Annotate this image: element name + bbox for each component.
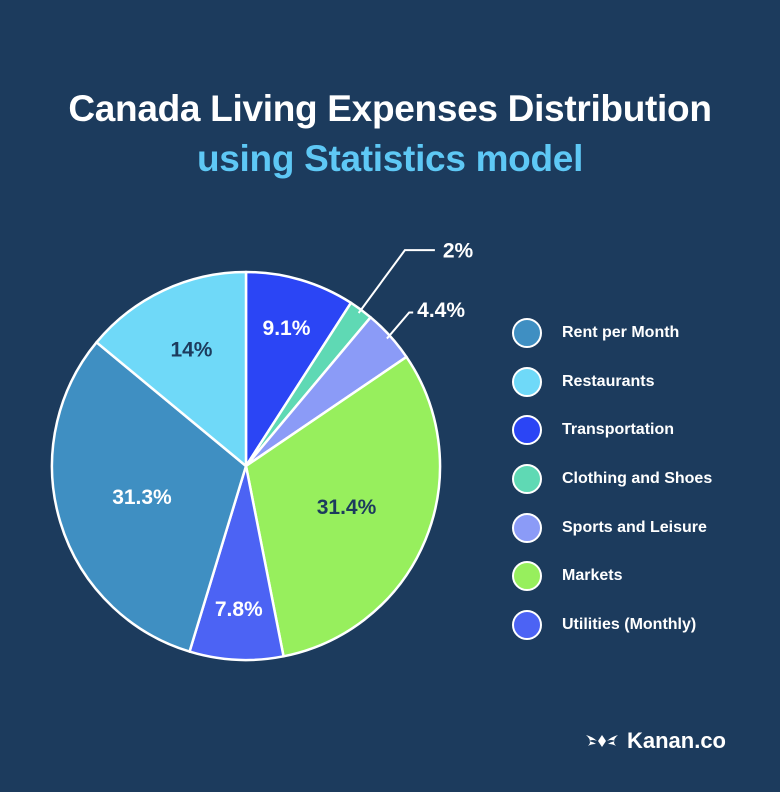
pie-slice-transportation — [244, 270, 353, 468]
leader-line-clothing-and-shoes — [357, 249, 435, 314]
legend-swatch — [512, 318, 542, 349]
legend-label: Restaurants — [562, 372, 655, 390]
legend-swatch — [512, 464, 542, 495]
legend-label: Rent per Month — [562, 324, 680, 342]
legend-label: Markets — [562, 567, 623, 585]
legend-item-markets: Markets — [512, 552, 712, 601]
data-label-restaurants: 14% — [170, 339, 212, 362]
legend: Rent per Month Restaurants Transportatio… — [512, 309, 712, 649]
legend-label: Clothing and Shoes — [562, 470, 713, 488]
legend-item-rent: Rent per Month — [512, 309, 712, 358]
chart-title: Canada Living Expenses Distribution — [68, 88, 712, 129]
legend-item-clothing: Clothing and Shoes — [512, 455, 712, 504]
legend-swatch — [512, 561, 542, 592]
pie-slice-utilities-monthly — [188, 464, 285, 662]
legend-swatch — [512, 609, 542, 640]
data-label-clothing-and-shoes: 2% — [443, 240, 474, 263]
brand: Kanan.co — [585, 728, 726, 754]
pie-slice-rent-per-month — [50, 341, 248, 653]
legend-item-transportation: Transportation — [512, 406, 712, 455]
data-label-sports-and-leisure: 4.4% — [417, 299, 465, 322]
legend-item-sports: Sports and Leisure — [512, 503, 712, 552]
pie-slice-markets — [244, 355, 442, 658]
legend-swatch — [512, 366, 542, 397]
legend-label: Transportation — [562, 421, 675, 439]
legend-swatch — [512, 512, 542, 543]
kanan-logo-icon — [585, 735, 618, 747]
legend-item-utilities: Utilities (Monthly) — [512, 601, 712, 650]
data-label-markets: 31.4% — [317, 496, 377, 519]
legend-label: Utilities (Monthly) — [562, 615, 697, 633]
leader-line-sports-and-leisure — [386, 311, 414, 340]
data-label-transportation: 9.1% — [263, 317, 311, 340]
brand-name: Kanan.co — [626, 728, 726, 753]
legend-swatch — [512, 415, 542, 446]
legend-item-restaurants: Restaurants — [512, 358, 712, 407]
data-label-utilities-monthly: 7.8% — [215, 598, 263, 621]
data-label-rent-per-month: 31.3% — [112, 486, 172, 509]
chart-subtitle: using Statistics model — [196, 138, 584, 179]
legend-label: Sports and Leisure — [562, 518, 707, 536]
pie-slice-restaurants — [95, 270, 248, 468]
